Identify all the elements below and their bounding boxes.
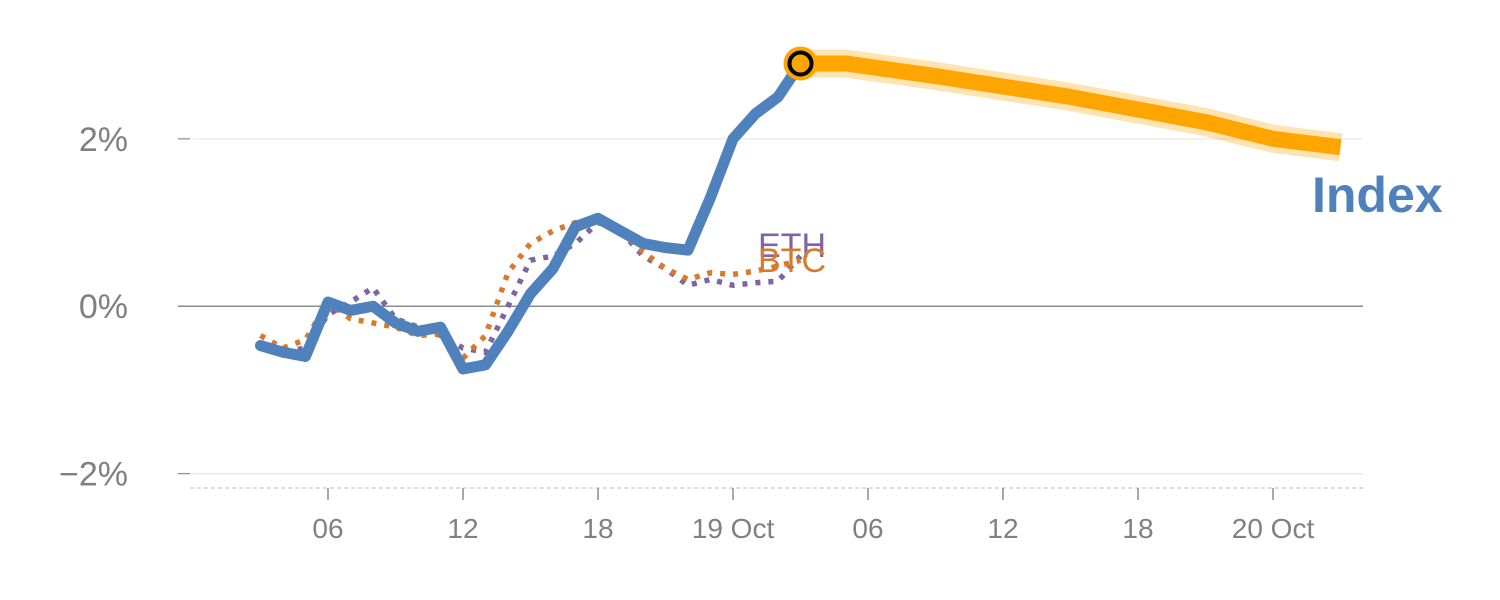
series-label-eth: ETH (758, 227, 826, 265)
x-tick-label: 06 (312, 513, 343, 544)
y-tick-label: 0% (79, 288, 128, 326)
x-tick-label: 12 (987, 513, 1018, 544)
series-line-index (255, 57, 806, 375)
series-label-index: Index (1312, 167, 1443, 223)
series-line-eth (259, 219, 803, 356)
current-marker (787, 50, 814, 77)
x-tick-label: 06 (852, 513, 883, 544)
series-layer (255, 46, 818, 375)
x-tick-label: 20 Oct (1232, 513, 1315, 544)
x-tick-label: 18 (1122, 513, 1153, 544)
x-tick-label: 18 (582, 513, 613, 544)
forecast-layer (800, 49, 1343, 162)
x-tick-label: 19 Oct (692, 513, 775, 544)
forecast-line (800, 55, 1342, 156)
y-tick-label: −2% (59, 456, 128, 494)
y-tick-label: 2% (79, 121, 128, 159)
series-line-btc (259, 215, 802, 361)
x-tick-label: 12 (447, 513, 478, 544)
axis-layer: 2% 0% −2% 06 12 18 19 Oct 06 12 18 20 Oct (59, 121, 1366, 544)
series-label-btc: BTC (758, 242, 826, 280)
